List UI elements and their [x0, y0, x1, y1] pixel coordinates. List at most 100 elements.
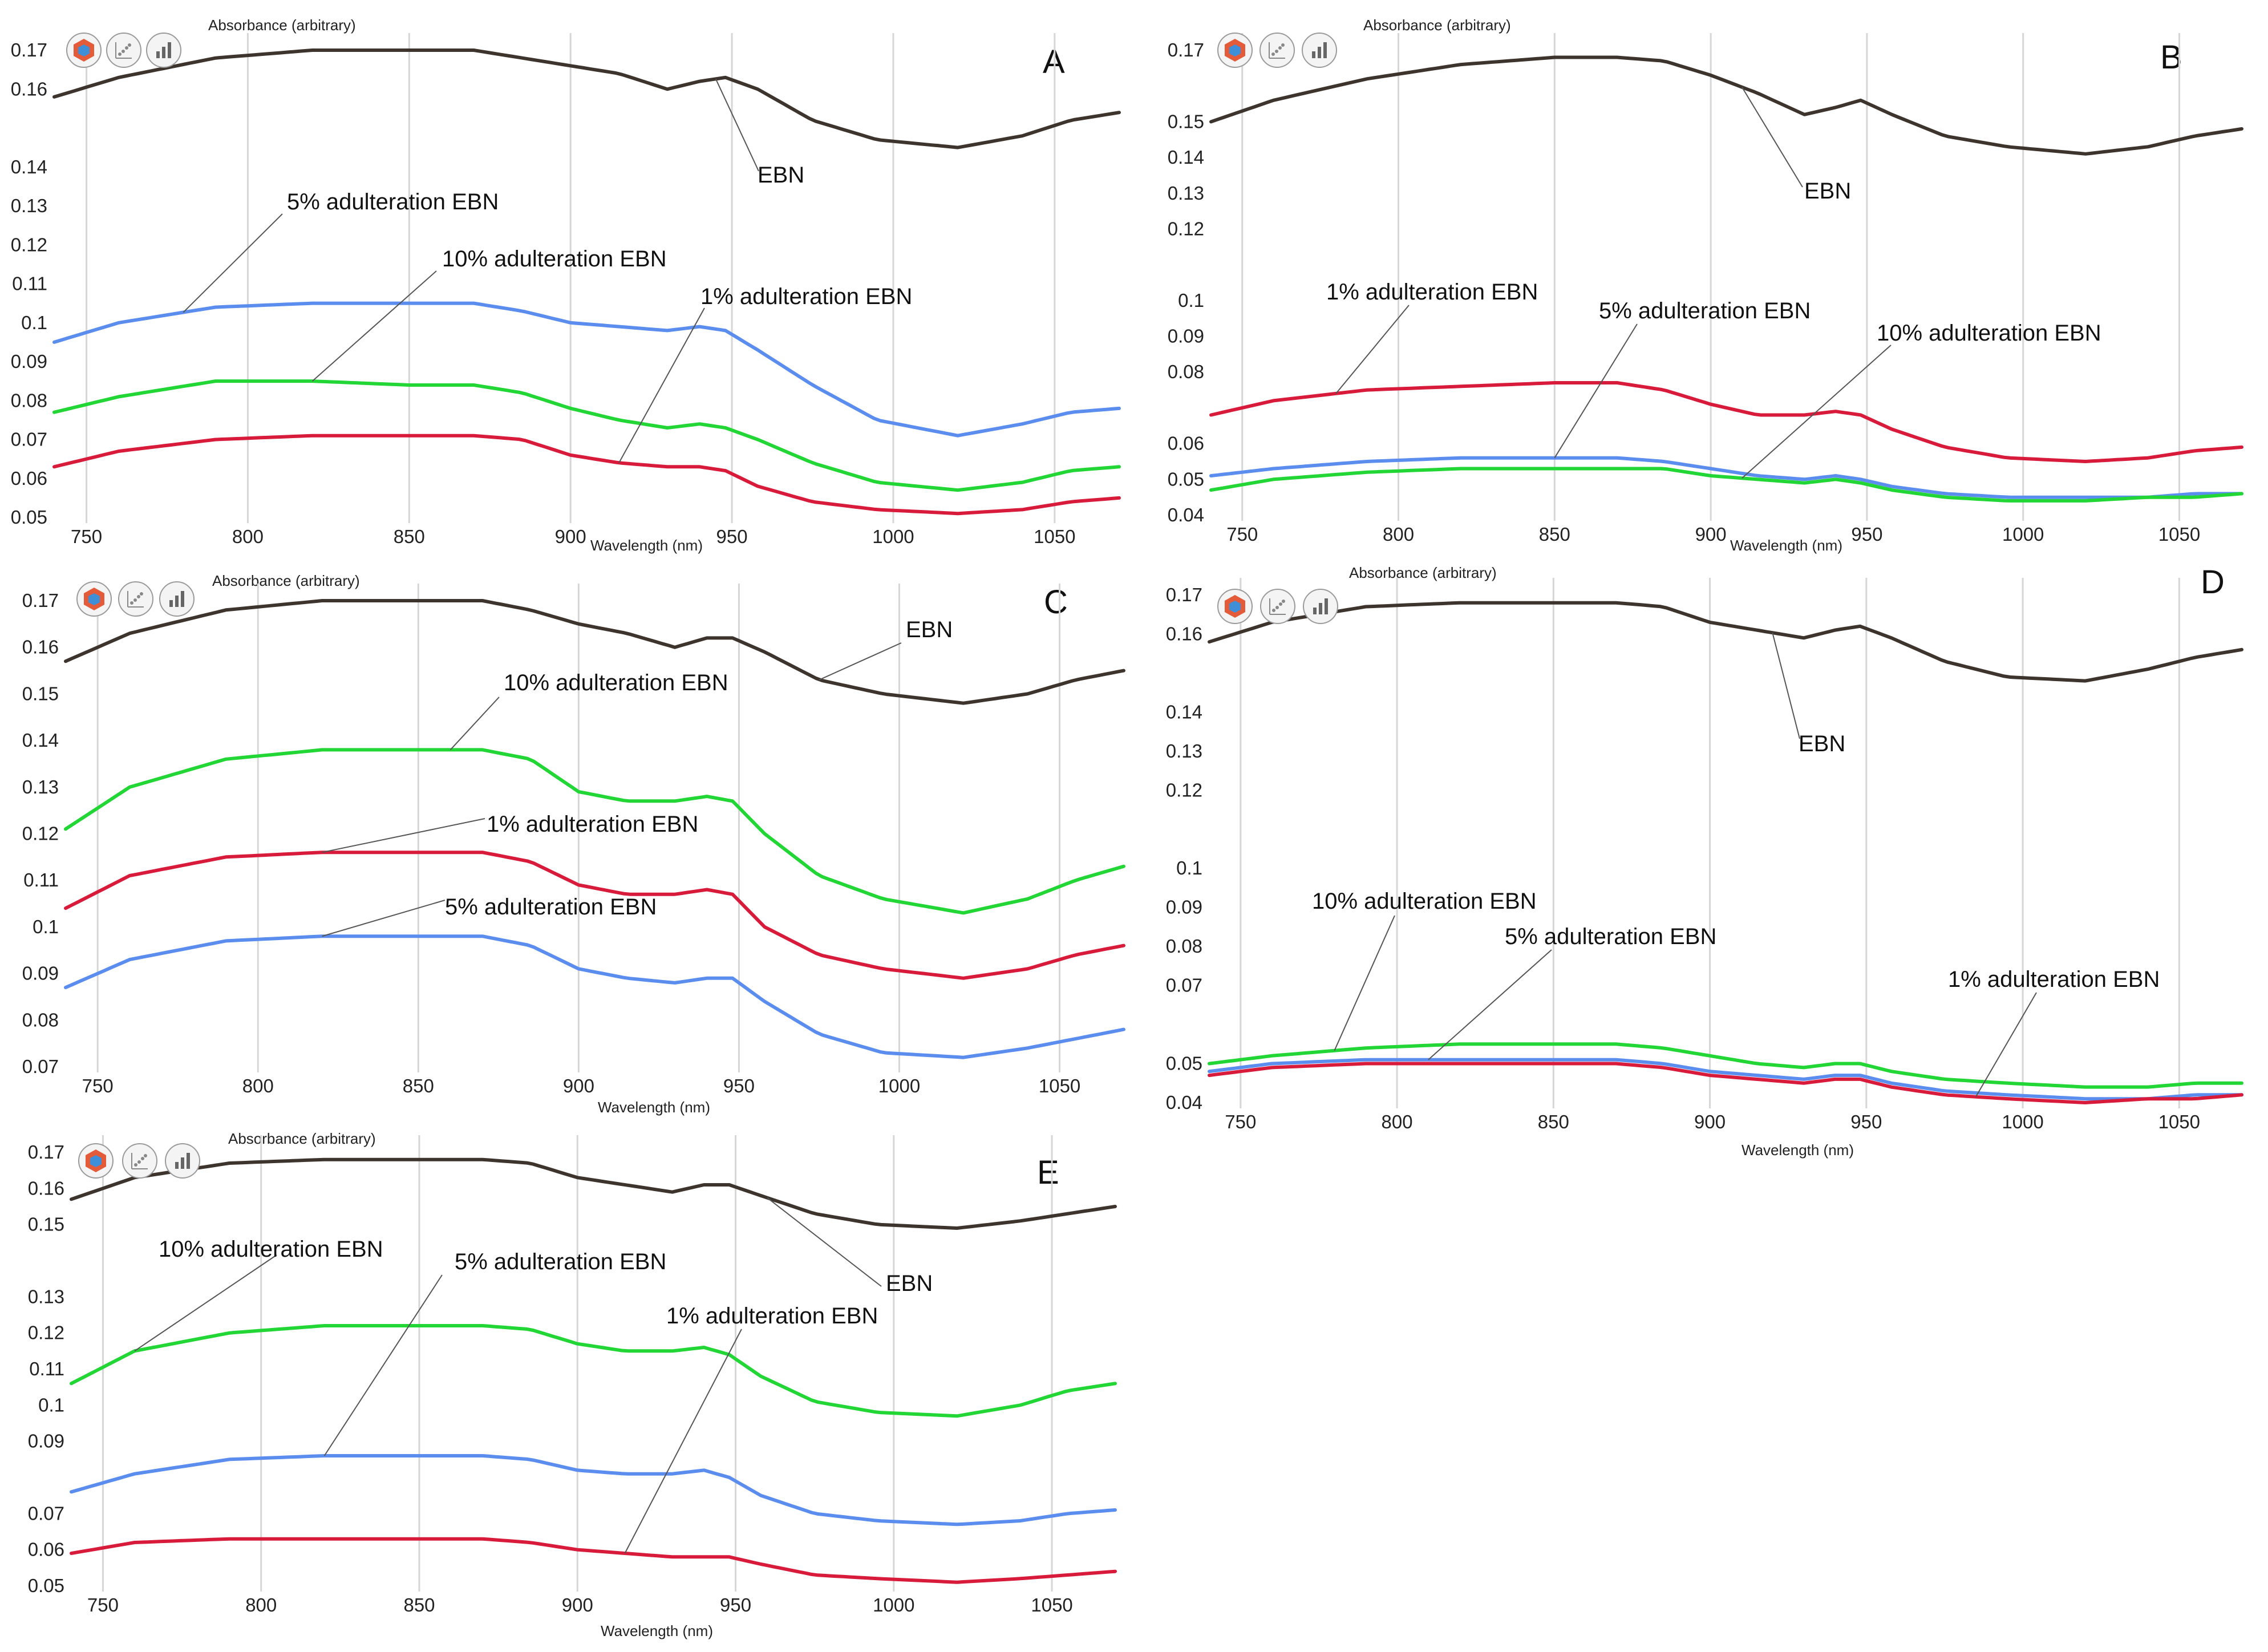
panel-e-y-tick-0-05: 0.05 — [28, 1575, 64, 1596]
panel-e-label: E — [1037, 1154, 1059, 1191]
panel-e-label-10pct: 10% adulteration EBN — [159, 1237, 383, 1262]
panel-d-bar-view-button[interactable] — [1303, 589, 1338, 624]
panel-d-scatter-view-button[interactable] — [1260, 589, 1295, 624]
panel-a-scatter-view-button[interactable] — [106, 33, 141, 68]
panel-a-y-axis-title: Absorbance (arbitrary) — [208, 17, 356, 34]
panel-d-color-mode-button[interactable] — [1217, 589, 1253, 624]
panel-b-scatter-view-button[interactable] — [1259, 33, 1295, 68]
panel-d-x-tick-800: 800 — [1382, 1111, 1413, 1132]
panel-a-bar-view-button[interactable] — [146, 33, 181, 68]
panel-c-y-tick-0-07: 0.07 — [22, 1056, 59, 1077]
panel-d-leader-ebn — [1772, 632, 1800, 739]
panel-e-bar-view-button[interactable] — [165, 1143, 200, 1179]
panel-b-leaders — [1335, 87, 1892, 479]
panel-d-series-ebn — [1208, 601, 2243, 683]
panel-c-y-tick-0-14: 0.14 — [22, 730, 59, 751]
panel-d-label: D — [2201, 564, 2225, 601]
panel-b-y-tick-0-15: 0.15 — [1168, 111, 1204, 132]
panel-a-y-tick-0-07: 0.07 — [11, 429, 47, 450]
panel-b-grid — [1241, 33, 2180, 521]
panel-a-y-tick-0-06: 0.06 — [11, 468, 47, 489]
panel-e-scatter-icon — [131, 1153, 148, 1169]
panel-e-color-mode-button[interactable] — [78, 1143, 114, 1179]
panel-e-x-tick-800: 800 — [245, 1594, 277, 1615]
panel-a-x-axis-title: Wavelength (nm) — [590, 537, 703, 554]
panel-a-leader-10pct — [311, 270, 437, 382]
panel-a-color-mode-button[interactable] — [66, 33, 102, 68]
panel-c-color-mode-button[interactable] — [76, 581, 112, 617]
panel-b-leader-ebn — [1742, 87, 1803, 188]
panel-b-bar-view-button[interactable] — [1302, 33, 1337, 68]
panel-e-y-tick-0-17: 0.17 — [28, 1141, 64, 1163]
panel-c-x-tick-1050: 1050 — [1039, 1075, 1080, 1096]
panel-c-y-tick-0-16: 0.16 — [22, 637, 59, 658]
panel-c-label-ebn: EBN — [906, 617, 953, 642]
panel-d-label-1pct: 1% adulteration EBN — [1948, 967, 2160, 992]
panel-a-x-tick-750: 750 — [71, 526, 102, 547]
panel-e-x-tick-900: 900 — [562, 1594, 593, 1615]
panel-b-x-tick-1050: 1050 — [2158, 524, 2200, 545]
panel-a-label-1pct: 1% adulteration EBN — [700, 284, 912, 309]
panel-a-x-tick-950: 950 — [716, 526, 748, 547]
panel-e-leader-10pct — [134, 1254, 277, 1352]
panel-a-toolbar — [66, 33, 181, 68]
panel-c-bar-view-button[interactable] — [159, 581, 195, 617]
panel-a-leader-5pct — [183, 213, 283, 313]
panel-a-x-tick-850: 850 — [394, 526, 425, 547]
panel-b-series-ebn — [1209, 55, 2243, 156]
panel-b-label-10pct: 10% adulteration EBN — [1877, 321, 2101, 346]
panel-b-x-tick-900: 900 — [1695, 524, 1727, 545]
panel-e-leader-5pct — [323, 1274, 443, 1456]
panel-e-y-tick-0-06: 0.06 — [28, 1539, 64, 1560]
panel-b-leader-5pct — [1554, 323, 1638, 459]
panel-a-y-tick-0-12: 0.12 — [11, 234, 47, 255]
panel-e-y-axis-title: Absorbance (arbitrary) — [228, 1130, 376, 1147]
panel-c-leader-5pct — [322, 900, 446, 937]
panel-d-y-tick-0-16: 0.16 — [1166, 623, 1202, 644]
panel-c-y-tick-0-09: 0.09 — [22, 963, 59, 984]
panel-d-x-tick-850: 850 — [1538, 1111, 1569, 1132]
panel-d-y-tick-0-14: 0.14 — [1166, 701, 1202, 722]
panel-e-series-1pct — [70, 1537, 1117, 1584]
panel-d-y-axis-title: Absorbance (arbitrary) — [1349, 564, 1497, 581]
panel-d-bar-chart-icon — [1313, 598, 1328, 614]
panel-e-label-1pct: 1% adulteration EBN — [666, 1303, 878, 1329]
panel-b-x-axis-title: Wavelength (nm) — [1730, 537, 1842, 554]
panel-e-y-tick-0-12: 0.12 — [28, 1322, 64, 1343]
panel-d-scatter-icon — [1269, 598, 1286, 615]
panel-c-scatter-view-button[interactable] — [118, 581, 153, 617]
panel-c-y-tick-0-17: 0.17 — [22, 590, 59, 611]
panel-b-x-tick-1000: 1000 — [2002, 524, 2044, 545]
panel-c-series-ebn — [64, 599, 1125, 705]
panel-b-scatter-icon — [1269, 42, 1285, 59]
panel-c-y-tick-0-12: 0.12 — [22, 823, 59, 844]
panel-b-series-1pct — [1209, 381, 2243, 463]
panel-e-series-10pct — [70, 1324, 1117, 1418]
panel-c-leader-10pct — [449, 697, 500, 751]
panel-a-x-tick-1050: 1050 — [1034, 526, 1075, 547]
panel-b-y-axis-title: Absorbance (arbitrary) — [1363, 17, 1511, 34]
panel-b-color-mode-button[interactable] — [1217, 33, 1253, 68]
panel-a-x-tick-1000: 1000 — [872, 526, 914, 547]
panel-c-series-5pct — [64, 934, 1125, 1059]
panel-d-x-tick-1050: 1050 — [2158, 1111, 2200, 1132]
panel-d-ticks: 750 800 850 900 950 1000 1050 0.04 0.05 0.07 0.08 0… — [1166, 584, 2200, 1132]
panel-c-y-tick-0-11: 0.11 — [23, 869, 59, 890]
panel-d-series-10pct — [1208, 1042, 2243, 1089]
panel-b-toolbar — [1217, 33, 1337, 68]
panel-b-label-5pct: 5% adulteration EBN — [1599, 298, 1811, 323]
panel-e-scatter-view-button[interactable] — [122, 1143, 157, 1179]
panel-c-y-tick-0-1: 0.1 — [33, 916, 59, 937]
panel-e-leaders — [134, 1197, 882, 1554]
panel-a-ticks: 750 800 850 900 950 1000 1050 0.05 0.06 0.07 0.08 0… — [11, 39, 1076, 547]
panel-c-series — [64, 599, 1125, 1059]
panel-a-y-tick-0-13: 0.13 — [11, 195, 47, 216]
panel-b-ticks: 750 800 850 900 950 1000 1050 0.04 0.05 0.06 0.08 0… — [1168, 39, 2200, 545]
panel-b-y-tick-0-1: 0.1 — [1178, 290, 1204, 311]
panel-d-y-tick-0-08: 0.08 — [1166, 936, 1202, 957]
panel-c-leader-ebn — [819, 642, 902, 681]
panel-d-series — [1208, 601, 2243, 1104]
panel-e-x-tick-1000: 1000 — [873, 1594, 914, 1615]
panel-e-ticks: 750 800 850 900 950 1000 1050 0.05 0.06 0.07 0.09 0… — [28, 1141, 1073, 1615]
panel-b-y-tick-0-17: 0.17 — [1168, 39, 1204, 60]
